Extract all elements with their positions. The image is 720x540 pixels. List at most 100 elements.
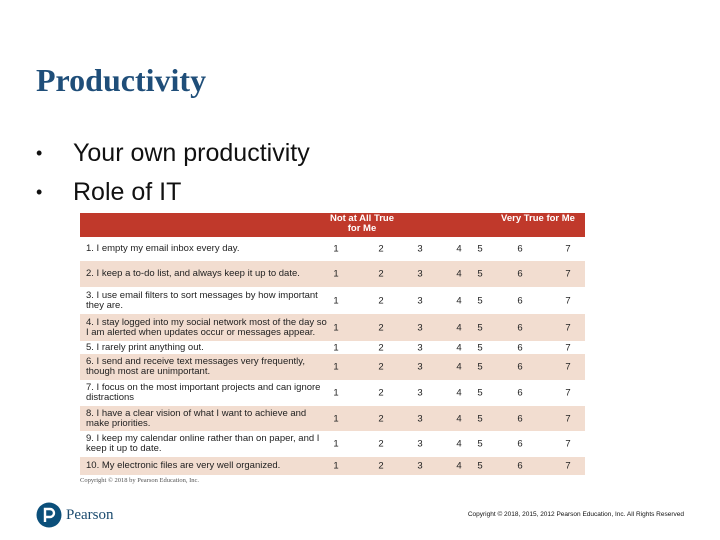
pearson-logo-icon <box>36 502 62 528</box>
rating-option-2: 2 <box>378 295 384 306</box>
statement-text: 9. I keep my calendar online rather than… <box>86 433 320 454</box>
rating-option-2: 2 <box>378 268 384 280</box>
table-row: 4. I stay logged into my social network … <box>80 314 585 341</box>
rating-option-6: 6 <box>517 295 523 306</box>
pearson-logo-text: Pearson <box>66 506 114 523</box>
rating-option-5: 5 <box>477 460 483 472</box>
rating-option-6: 6 <box>517 438 523 450</box>
statement-text: 3. I use email filters to sort messages … <box>86 289 318 311</box>
rating-option-1: 1 <box>333 295 339 306</box>
rating-option-1: 1 <box>333 387 339 399</box>
rating-option-6: 6 <box>517 268 523 280</box>
rating-option-2: 2 <box>378 438 384 450</box>
rating-option-4: 4 <box>456 387 462 399</box>
rating-option-7: 7 <box>565 438 571 450</box>
rating-option-1: 1 <box>333 460 339 472</box>
rating-option-6: 6 <box>517 460 523 472</box>
rating-option-1: 1 <box>333 361 339 373</box>
rating-option-3: 3 <box>417 413 423 424</box>
rating-option-1: 1 <box>333 342 339 353</box>
table-row: 6. I send and receive text messages very… <box>80 354 585 380</box>
rating-option-7: 7 <box>565 342 571 353</box>
rating-option-1: 1 <box>333 322 339 333</box>
bullet-text: Your own productivity <box>73 139 310 167</box>
rating-option-1: 1 <box>333 243 339 255</box>
slide-title: Productivity <box>36 62 207 98</box>
rating-option-7: 7 <box>565 387 571 399</box>
table-row: 10. My electronic files are very well or… <box>80 457 585 475</box>
rating-option-3: 3 <box>417 342 423 353</box>
rating-option-2: 2 <box>378 243 384 255</box>
rating-option-3: 3 <box>417 322 423 333</box>
statement-text: 2. I keep a to-do list, and always keep … <box>86 268 300 279</box>
rating-option-4: 4 <box>456 460 462 472</box>
rating-option-4: 4 <box>456 342 462 353</box>
rating-option-3: 3 <box>417 268 423 280</box>
rating-option-2: 2 <box>378 460 384 472</box>
rating-option-2: 2 <box>378 387 384 399</box>
rating-option-2: 2 <box>378 342 384 353</box>
rating-option-6: 6 <box>517 413 523 424</box>
rating-option-5: 5 <box>477 322 483 333</box>
rating-option-6: 6 <box>517 361 523 373</box>
rating-option-1: 1 <box>333 413 339 424</box>
self-assessment-table: Not at All True for Me Very True for Me … <box>80 213 585 475</box>
rating-option-7: 7 <box>565 243 571 255</box>
rating-option-2: 2 <box>378 361 384 373</box>
header-not-at-all: Not at All True for Me <box>329 213 395 234</box>
statement-text: 5. I rarely print anything out. <box>86 341 204 353</box>
table-copyright-note: Copyright © 2018 by Pearson Education, I… <box>80 477 200 484</box>
rating-option-7: 7 <box>565 322 571 333</box>
table-row: 7. I focus on the most important project… <box>80 380 585 406</box>
rating-option-3: 3 <box>417 438 423 450</box>
rating-option-4: 4 <box>456 295 462 306</box>
statement-text: 4. I stay logged into my social network … <box>86 316 327 338</box>
rating-option-5: 5 <box>477 268 483 280</box>
rating-option-4: 4 <box>456 438 462 450</box>
rating-option-1: 1 <box>333 438 339 450</box>
rating-option-1: 1 <box>333 268 339 280</box>
bullet-marker: • <box>36 143 43 163</box>
bullet-item: • Role of IT <box>36 173 310 212</box>
header-very-true: Very True for Me <box>501 213 575 224</box>
bullet-marker: • <box>36 182 43 202</box>
table-row: 8. I have a clear vision of what I want … <box>80 406 585 431</box>
footer-copyright: Copyright © 2018, 2015, 2012 Pearson Edu… <box>467 511 684 518</box>
rating-option-4: 4 <box>456 322 462 333</box>
rating-option-5: 5 <box>477 413 483 424</box>
rating-option-2: 2 <box>378 413 384 424</box>
rating-option-7: 7 <box>565 295 571 306</box>
rating-option-4: 4 <box>456 361 462 373</box>
rating-option-3: 3 <box>417 295 423 306</box>
rating-option-5: 5 <box>477 342 483 353</box>
table-row: 1. I empty my email inbox every day. 1 2 3 4… <box>80 237 585 261</box>
bullet-list: • Your own productivity • Role of IT <box>36 134 310 212</box>
statement-text: 8. I have a clear vision of what I want … <box>86 407 307 429</box>
rating-option-4: 4 <box>456 268 462 280</box>
table-row: 5. I rarely print anything out. 1 2 3 4 5 6 7 <box>80 341 585 354</box>
rating-option-5: 5 <box>477 361 483 373</box>
rating-option-3: 3 <box>417 387 423 399</box>
rating-option-7: 7 <box>565 413 571 424</box>
rating-option-3: 3 <box>417 361 423 373</box>
rating-option-2: 2 <box>378 322 384 333</box>
rating-option-5: 5 <box>477 387 483 399</box>
bullet-item: • Your own productivity <box>36 134 310 173</box>
statement-text: 6. I send and receive text messages very… <box>86 356 305 377</box>
rating-option-6: 6 <box>517 322 523 333</box>
rating-option-3: 3 <box>417 243 423 255</box>
rating-option-6: 6 <box>517 387 523 399</box>
statement-text: 1. I empty my email inbox every day. <box>86 243 240 254</box>
table-row: 2. I keep a to-do list, and always keep … <box>80 261 585 287</box>
rating-option-7: 7 <box>565 268 571 280</box>
rating-option-5: 5 <box>477 243 483 255</box>
rating-option-7: 7 <box>565 361 571 373</box>
rating-option-4: 4 <box>456 243 462 255</box>
rating-option-5: 5 <box>477 438 483 450</box>
statement-text: 7. I focus on the most important project… <box>86 382 321 403</box>
pearson-logo: Pearson <box>36 502 114 528</box>
table-row: 9. I keep my calendar online rather than… <box>80 431 585 457</box>
rating-option-6: 6 <box>517 342 523 353</box>
table-header: Not at All True for Me Very True for Me <box>80 213 585 237</box>
rating-option-7: 7 <box>565 460 571 472</box>
